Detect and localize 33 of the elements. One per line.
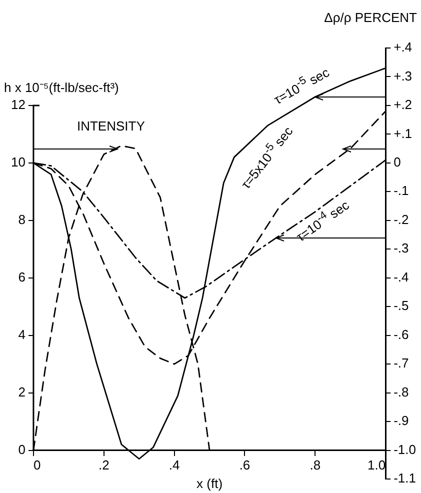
x-tick-label: 1.0 xyxy=(368,458,386,473)
annotation: INTENSITY xyxy=(76,118,145,134)
y2-tick-label: -.5 xyxy=(394,298,409,314)
y-tick-label: 12 xyxy=(10,97,26,112)
y2-tick-label: 0 xyxy=(394,154,401,170)
x-tick-label: .2 xyxy=(98,458,110,473)
x-tick-label: .4 xyxy=(168,458,180,473)
x-tick-label: .8 xyxy=(310,458,321,473)
y-tick-label: 2 xyxy=(18,384,26,400)
y2-tick-label: -.2 xyxy=(394,212,409,227)
y-tick-label: 10 xyxy=(10,154,26,170)
y2-tick-label: -.4 xyxy=(394,269,409,284)
y2-tick-label: -.8 xyxy=(394,384,409,400)
x-tick-label: .6 xyxy=(239,458,250,473)
y-tick-label: 0 xyxy=(18,442,26,457)
y2-tick-label: -1.1 xyxy=(394,470,416,486)
y-tick-label: 6 xyxy=(18,269,26,284)
y-tick-label: 4 xyxy=(18,326,26,342)
y2-axis-title: Δρ/ρ PERCENT xyxy=(324,10,417,25)
y2-tick-label: +.4 xyxy=(394,40,412,55)
y-axis-title: h x 10⁻⁵(ft-lb/sec-ft³) xyxy=(4,79,119,96)
y2-tick-label: -.1 xyxy=(394,183,409,198)
y2-tick-label: -1.0 xyxy=(394,442,416,457)
x-tick-label: 0 xyxy=(33,458,41,473)
y2-tick-label: +.1 xyxy=(394,126,412,141)
y2-tick-label: +.3 xyxy=(394,68,412,84)
x-axis-title: x (ft) xyxy=(196,476,223,492)
y2-tick-label: -.3 xyxy=(394,240,409,256)
y2-tick-label: -.6 xyxy=(394,326,409,342)
y2-tick-label: -.9 xyxy=(394,413,409,428)
y-tick-label: 8 xyxy=(18,212,26,227)
y2-tick-label: -.7 xyxy=(394,356,409,371)
y2-tick-label: +.2 xyxy=(394,97,412,112)
